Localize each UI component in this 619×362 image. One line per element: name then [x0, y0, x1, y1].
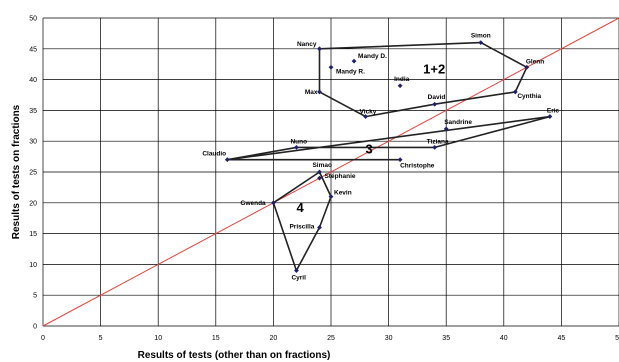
point-label-christophe: Christophe — [400, 163, 435, 170]
point-gwenda — [271, 200, 276, 206]
x-tick-label: 15 — [212, 335, 220, 342]
point-india — [397, 83, 403, 89]
group-outline-3 — [226, 115, 551, 161]
x-tick-label: 0 — [41, 335, 45, 342]
group-label-1-2: 1+2 — [423, 61, 445, 76]
point-label-david: David — [428, 94, 446, 101]
point-label-max: Max — [305, 89, 318, 96]
point-label-cynthia: Cynthia — [517, 93, 541, 100]
group-outlines — [226, 41, 551, 272]
point-kevin — [328, 194, 334, 200]
point-label-mandy-r: Mandy R. — [336, 68, 365, 75]
point-mandy-d — [351, 58, 357, 64]
point-tiziana — [432, 144, 438, 150]
reference-diagonal — [42, 17, 619, 327]
group-labels: 1+2 3 4 — [296, 61, 445, 215]
x-tick-label: 5 — [99, 335, 103, 342]
point-label-stephanie: Stéphanie — [324, 173, 355, 180]
group-label-3: 3 — [366, 142, 373, 157]
point-label-eric: Eric — [547, 108, 560, 115]
x-tick-label: 25 — [327, 335, 335, 342]
y-tick-label: 10 — [29, 262, 37, 269]
point-nuno — [294, 144, 299, 150]
point-max — [317, 89, 322, 95]
point-cynthia — [512, 89, 518, 95]
point-claudio — [224, 157, 230, 163]
point-label-mandy-d: Mandy D. — [358, 53, 387, 60]
y-tick-label: 0 — [33, 324, 37, 331]
point-simao — [317, 169, 322, 175]
point-label-india: India — [394, 76, 410, 83]
point-priscilla — [317, 225, 322, 230]
point-sandrine — [443, 126, 449, 132]
y-tick-label: 45 — [29, 46, 37, 53]
point-glenn — [524, 64, 530, 70]
y-tick-label: 5 — [33, 293, 37, 300]
point-label-simao: Simao — [312, 162, 332, 169]
point-label-gwenda: Gwenda — [240, 200, 266, 207]
point-label-sandrine: Sandrine — [444, 119, 472, 126]
point-eric — [547, 114, 553, 119]
point-christophe — [397, 157, 403, 163]
x-tick-label: 50 — [615, 335, 619, 342]
point-mandy-r — [328, 64, 334, 70]
x-tick-label: 45 — [558, 335, 566, 342]
point-label-glenn: Glenn — [526, 58, 544, 65]
x-tick-label: 35 — [442, 335, 450, 342]
diagonal-line — [42, 17, 619, 327]
x-tick-label: 40 — [500, 335, 508, 342]
y-tick-label: 20 — [29, 200, 37, 207]
x-axis-title: Results of tests (other than on fraction… — [138, 350, 331, 361]
group-label-4: 4 — [296, 200, 304, 215]
data-points — [224, 40, 553, 273]
point-nancy — [317, 46, 322, 52]
group-outline-1-2 — [318, 41, 528, 118]
point-label-nancy: Nancy — [297, 41, 317, 48]
y-tick-label: 25 — [29, 170, 37, 177]
y-tick-label: 40 — [29, 77, 37, 84]
x-tick-label: 20 — [270, 335, 278, 342]
point-label-nuno: Nuno — [290, 138, 307, 145]
point-label-vicky: Vicky — [360, 109, 377, 116]
point-label-kevin: Kevin — [334, 190, 352, 197]
point-david — [432, 101, 438, 107]
point-label-cyril: Cyril — [291, 275, 306, 282]
point-label-simon: Simon — [471, 33, 491, 40]
point-label-claudio: Claudio — [202, 151, 226, 158]
tick-labels: 0 5 10 15 20 25 30 35 40 45 50 0 5 10 15 20 25 30 35 40 45 50 — [29, 16, 619, 343]
point-labels: Nancy Mandy D. Mandy R. Simon Glenn India Max C… — [202, 33, 559, 282]
point-label-priscilla: Priscilla — [289, 223, 314, 230]
y-tick-label: 30 — [29, 139, 37, 146]
y-tick-label: 50 — [29, 16, 37, 23]
x-tick-label: 10 — [154, 335, 162, 342]
group-outline-4 — [272, 171, 332, 272]
x-tick-label: 30 — [385, 335, 393, 342]
y-tick-label: 15 — [29, 231, 37, 238]
point-simon — [478, 40, 484, 46]
y-tick-label: 35 — [29, 108, 37, 115]
point-label-tiziana: Tiziana — [427, 138, 449, 145]
point-stephanie — [317, 175, 322, 181]
point-vicky — [363, 114, 368, 119]
y-axis-title: Results of tests on fractions — [11, 104, 22, 239]
point-cyril — [294, 268, 299, 273]
